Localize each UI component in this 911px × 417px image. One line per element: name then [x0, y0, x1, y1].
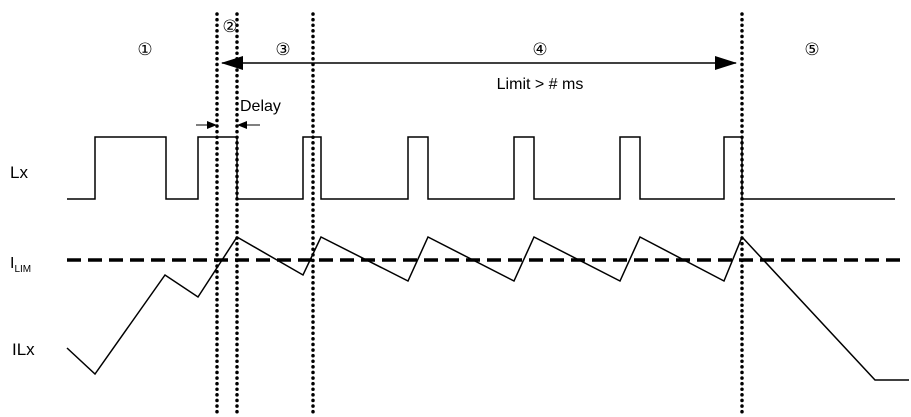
- phase-5-label: ⑤: [804, 40, 819, 59]
- ilim-label-sub: LIM: [14, 264, 31, 275]
- ilim-label: ILIM: [10, 255, 31, 275]
- lx-waveform: [67, 136, 895, 200]
- lx-signal-label: Lx: [10, 163, 28, 182]
- limit-duration-label: Limit > # ms: [497, 76, 584, 93]
- ilim-label-main: I: [10, 255, 14, 272]
- phase-2-label: ②: [222, 17, 237, 36]
- phase-boundaries: [215, 12, 744, 417]
- phase-4-label: ④: [532, 40, 547, 59]
- ilx-signal-label: ILx: [12, 340, 35, 359]
- phase-1-label: ①: [137, 40, 152, 59]
- phase-3-label: ③: [275, 40, 290, 59]
- delay-label: Delay: [240, 98, 281, 115]
- ilx-waveform: [66, 235, 909, 381]
